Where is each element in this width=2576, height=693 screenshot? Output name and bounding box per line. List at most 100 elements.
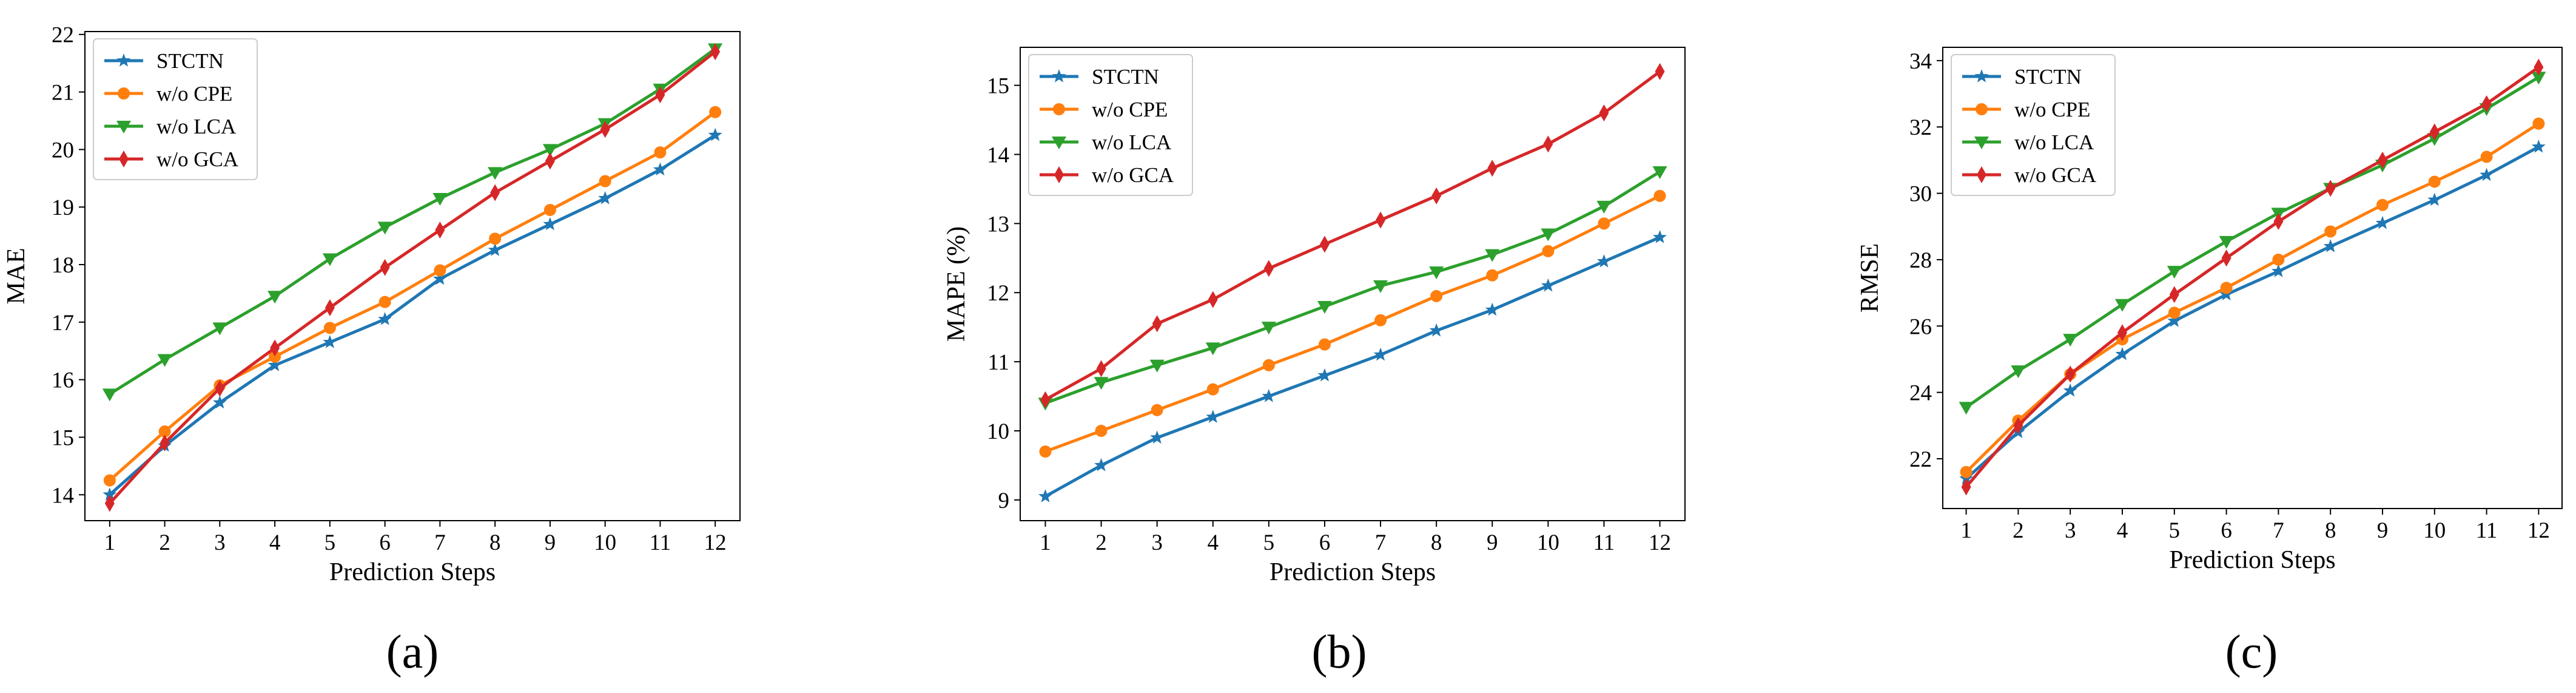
data-point [1541,278,1555,292]
x-tick-label: 9 [1487,530,1498,555]
y-tick-label: 15 [52,426,74,451]
series-line [1965,145,2540,480]
series-line [108,50,716,505]
data-point [2011,365,2026,379]
data-point [488,243,502,256]
data-point [2273,213,2284,231]
data-point [600,121,610,138]
data-point [1486,269,1499,282]
data-point [1596,200,1612,214]
data-point [2169,286,2179,303]
data-point [1541,228,1556,242]
series-line [1044,235,1661,498]
x-tick-label: 2 [2013,518,2024,543]
legend-marker [1053,103,1065,115]
x-tick-label: 6 [1319,530,1331,555]
data-point [102,388,117,402]
data-point [1487,160,1498,177]
y-tick-label: 26 [1909,314,1932,339]
data-point [1152,315,1162,333]
legend-marker [116,121,131,134]
legend-marker [1974,137,1989,149]
x-axis-label: Prediction Steps [329,558,496,586]
legend-label: w/o LCA [2014,130,2094,154]
x-tick-label: 2 [159,530,170,555]
series-line [1044,170,1661,405]
data-point [1542,245,1555,257]
data-point [710,43,721,61]
x-tick-label: 6 [2221,518,2232,543]
data-point [2534,58,2544,76]
legend-label: STCTN [1092,65,1159,89]
data-point [1430,289,1443,302]
legend-label: w/o LCA [156,115,237,138]
y-tick-label: 11 [987,350,1009,375]
series-w-o-cpe [1039,189,1666,458]
x-tick-label: 3 [2065,518,2076,543]
y-tick-label: 22 [52,23,74,48]
data-point [2481,95,2492,112]
series-line [1044,194,1661,453]
y-tick-label: 16 [52,368,74,393]
y-tick-label: 12 [987,281,1009,306]
data-point [1959,402,1974,415]
data-point [269,350,281,363]
x-tick-label: 7 [2273,518,2284,543]
data-point [1263,260,1274,277]
data-point [654,146,667,159]
data-point [267,358,282,371]
y-tick-label: 15 [987,74,1009,99]
data-point [377,221,392,235]
series-w-o-lca [102,43,723,402]
y-tick-label: 32 [1909,115,1932,140]
data-point [1373,280,1388,293]
x-tick-label: 5 [325,530,336,555]
data-point [1960,465,1972,478]
data-point [2221,249,2231,267]
x-tick-label: 9 [545,530,556,555]
data-point [1373,347,1388,361]
data-point [212,395,227,409]
data-point [1262,359,1275,371]
legend-label: w/o LCA [1092,130,1172,154]
x-tick-label: 3 [214,530,226,555]
data-point [1317,368,1332,382]
data-point [488,167,503,180]
legend: STCTN w/o CPE w/o LCA w/o GCA [93,38,258,180]
data-point [2532,117,2545,130]
data-point [709,106,722,118]
data-point [433,271,447,285]
x-axis-label: Prediction Steps [2169,546,2335,574]
x-tick-label: 4 [269,530,281,555]
legend-item: w/o CPE [1040,98,1168,121]
data-point [490,184,500,201]
data-point [432,192,448,206]
legend-box [1028,54,1193,196]
plot-frame [84,31,741,521]
data-point [2065,365,2076,383]
series-line [1965,66,2540,488]
x-tick-label: 10 [1537,530,1559,555]
y-tick-label: 24 [1909,381,1932,406]
data-point [2480,150,2493,163]
data-point [103,487,117,501]
legend-item: STCTN [1962,65,2082,89]
series-line [1044,70,1661,401]
x-tick-label: 12 [1649,530,1671,555]
x-tick-label: 1 [1960,518,1972,543]
x-tick-label: 11 [1593,530,1615,555]
data-point [1431,187,1442,205]
x-tick-label: 5 [1263,530,1275,555]
chart-panel-3: 1 2 3 4 5 6 7 8 9 10 11 1222242628303234Prediction … [1856,47,2563,678]
legend-label: STCTN [2014,65,2082,89]
data-point [1206,410,1220,423]
x-tick-label: 4 [1207,530,1219,555]
series-stctn [103,127,722,501]
x-tick-label: 3 [1151,530,1163,555]
data-point [322,253,337,266]
data-point [1597,254,1611,268]
panel-label: (c) [2225,625,2278,678]
legend-box [93,38,258,180]
data-point [2427,192,2442,206]
legend-label: w/o CPE [156,82,232,106]
